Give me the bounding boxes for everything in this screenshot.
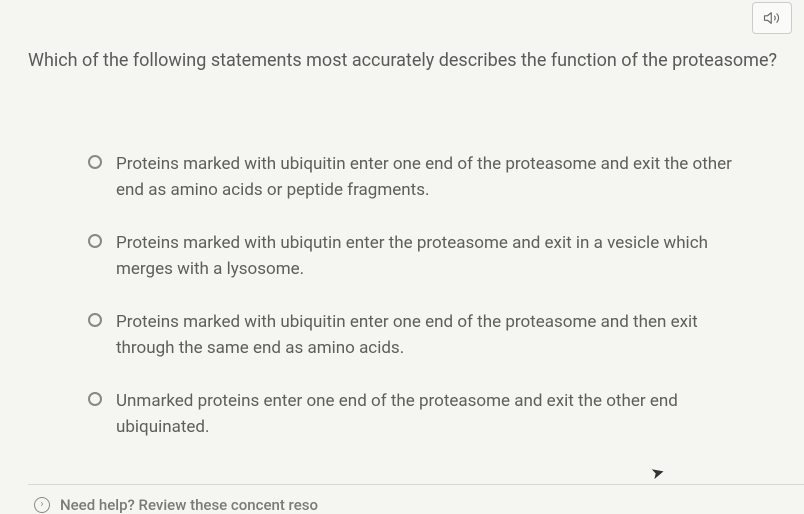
option-label: Proteins marked with ubiquitin enter one… xyxy=(116,152,756,203)
option-row[interactable]: Proteins marked with ubiquitin enter one… xyxy=(88,310,756,361)
option-label: Proteins marked with ubiqutin enter the … xyxy=(116,231,756,282)
help-bar[interactable]: › Need help? Review these concent reso xyxy=(28,484,804,514)
radio-icon xyxy=(88,155,102,169)
radio-icon xyxy=(88,313,102,327)
option-row[interactable]: Unmarked proteins enter one end of the p… xyxy=(88,389,756,440)
option-label: Unmarked proteins enter one end of the p… xyxy=(116,389,756,440)
radio-icon xyxy=(88,234,102,248)
help-label: Need help? Review these concent reso xyxy=(60,496,318,514)
audio-button[interactable] xyxy=(752,2,792,34)
chevron-right-icon: › xyxy=(34,497,50,513)
option-row[interactable]: Proteins marked with ubiquitin enter one… xyxy=(88,152,756,203)
option-label: Proteins marked with ubiquitin enter one… xyxy=(116,310,756,361)
option-row[interactable]: Proteins marked with ubiqutin enter the … xyxy=(88,231,756,282)
options-list: Proteins marked with ubiquitin enter one… xyxy=(88,152,756,468)
speaker-icon xyxy=(763,9,781,27)
radio-icon xyxy=(88,392,102,406)
question-text: Which of the following statements most a… xyxy=(28,48,784,73)
